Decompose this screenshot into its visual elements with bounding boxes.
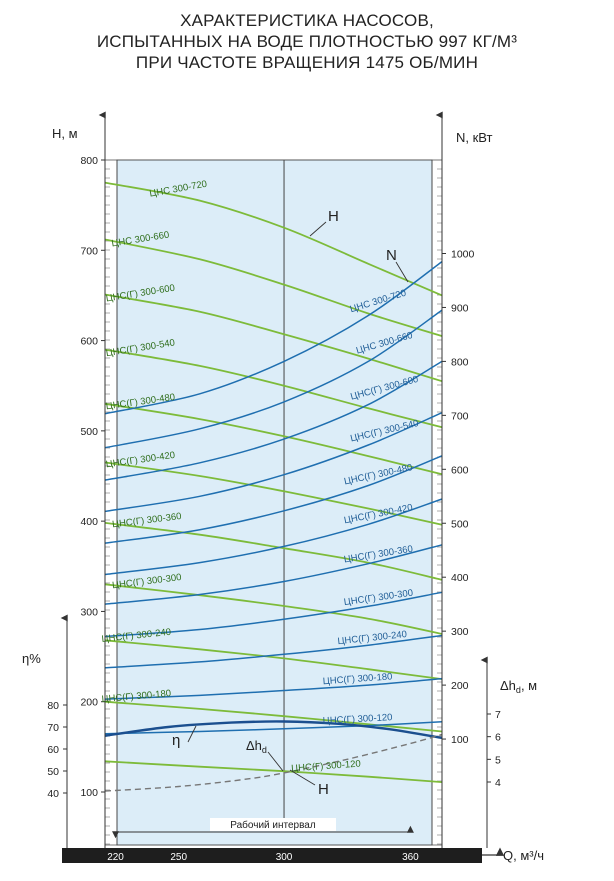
power-tick-label: 1000 xyxy=(451,249,475,261)
efficiency-tick-label: 40 xyxy=(47,788,59,800)
head-tick-label: 100 xyxy=(80,787,98,799)
power-marker-leader xyxy=(395,261,409,283)
head-curve-label: ЦНС(Г) 300-120 xyxy=(291,759,361,775)
npsh-tick-label: 5 xyxy=(495,754,501,766)
npsh-tick-label: 6 xyxy=(495,732,501,744)
head-tick-label: 500 xyxy=(80,426,98,438)
power-tick-label: 200 xyxy=(451,680,469,692)
head-curve xyxy=(104,181,443,297)
power-marker: N xyxy=(386,247,397,264)
power-curve xyxy=(104,498,443,576)
x-tick-label: 300 xyxy=(276,852,293,863)
efficiency-tick-label: 80 xyxy=(47,700,59,712)
power-curve-label: ЦНС(Г) 300-120 xyxy=(323,712,393,727)
efficiency-axis-label: η% xyxy=(22,651,41,666)
left-strip xyxy=(104,159,118,846)
working-interval-label: Рабочий интервал xyxy=(230,819,316,831)
title-line-2: ИСПЫТАННЫХ НА ВОДЕ ПЛОТНОСТЬЮ 997 КГ/М³ xyxy=(96,32,518,51)
npsh-marker-leader xyxy=(267,751,284,772)
power-curve xyxy=(104,260,443,415)
npsh-axis-label-sub: d xyxy=(516,685,521,695)
efficiency-curve xyxy=(104,720,443,740)
power-curve xyxy=(104,721,443,735)
head-curve xyxy=(104,760,443,783)
x-axis-label: Q, м³/ч xyxy=(503,848,544,863)
npsh-marker: Δhd xyxy=(246,738,267,755)
power-curve-label: ЦНС(Г) 300-180 xyxy=(322,671,392,687)
efficiency-marker: η xyxy=(172,732,180,749)
npsh-tick-label: 4 xyxy=(495,777,501,789)
working-interval-label-bg xyxy=(210,818,336,831)
head-tick-label: 700 xyxy=(80,245,98,257)
head-tick-label: 200 xyxy=(80,697,98,709)
head-curve xyxy=(104,700,443,733)
efficiency-tick-label: 60 xyxy=(47,744,59,756)
power-curve xyxy=(104,544,443,605)
head-bottom-marker: H xyxy=(318,781,329,798)
head-marker: H xyxy=(328,208,339,225)
head-curve xyxy=(104,639,443,680)
title-line-3: ПРИ ЧАСТОТЕ ВРАЩЕНИЯ 1475 ОБ/МИН xyxy=(135,53,479,72)
power-tick-label: 700 xyxy=(451,410,469,422)
head-tick-label: 300 xyxy=(80,606,98,618)
working-interval-band xyxy=(117,160,432,845)
x-tick-label: 360 xyxy=(402,852,419,863)
npsh-tick-label: 7 xyxy=(495,709,501,721)
power-curve xyxy=(104,412,443,513)
power-axis-label: N, кВт xyxy=(456,130,493,145)
head-bottom-marker-leader xyxy=(289,769,316,786)
chart-title: ХАРАКТЕРИСТИКА НАСОСОВ, ИСПЫТАННЫХ НА ВО… xyxy=(0,10,614,73)
head-curve xyxy=(104,461,443,526)
efficiency-tick-label: 50 xyxy=(47,766,59,778)
power-tick-label: 600 xyxy=(451,464,469,476)
x-tick-label: 220 xyxy=(107,852,124,863)
head-marker-leader xyxy=(309,221,327,237)
head-curve xyxy=(104,583,443,635)
npsh-axis-label: Δhd, м xyxy=(500,678,537,695)
power-curve xyxy=(104,360,443,481)
power-tick-label: 800 xyxy=(451,356,469,368)
head-tick-label: 800 xyxy=(80,155,98,167)
power-curve xyxy=(104,455,443,544)
power-tick-label: 100 xyxy=(451,734,469,746)
power-tick-label: 900 xyxy=(451,302,469,314)
power-curve xyxy=(104,677,443,700)
x-axis-bar xyxy=(62,848,482,863)
head-tick-label: 400 xyxy=(80,516,98,528)
npsh-axis-label-unit: , м xyxy=(521,678,537,693)
power-curve xyxy=(104,634,443,669)
power-tick-label: 500 xyxy=(451,518,469,530)
power-tick-label: 400 xyxy=(451,572,469,584)
x-tick-label: 250 xyxy=(170,852,187,863)
head-curve xyxy=(104,402,443,476)
npsh-marker-sub: d xyxy=(262,745,267,755)
head-curve xyxy=(104,238,443,337)
power-curve xyxy=(104,591,443,638)
efficiency-marker-leader xyxy=(187,725,197,743)
npsh-curve xyxy=(104,733,443,792)
head-axis-label: H, м xyxy=(52,126,78,141)
head-tick-label: 600 xyxy=(80,336,98,348)
head-curve xyxy=(104,348,443,429)
head-curve xyxy=(104,293,443,383)
title-line-1: ХАРАКТЕРИСТИКА НАСОСОВ, xyxy=(180,11,434,30)
power-tick-label: 300 xyxy=(451,626,469,638)
efficiency-tick-label: 70 xyxy=(47,722,59,734)
power-curve xyxy=(104,309,443,449)
head-curve xyxy=(104,522,443,581)
